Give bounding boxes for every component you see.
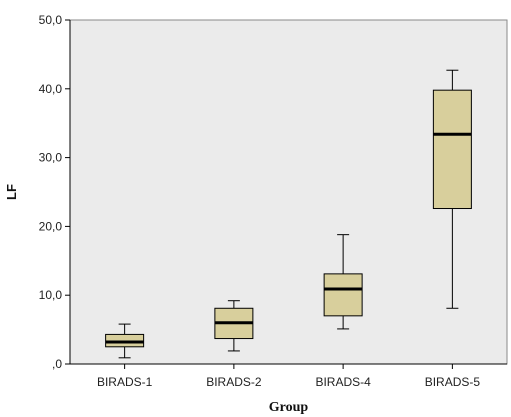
y-tick-label: 10,0	[39, 288, 63, 302]
box-body	[432, 89, 472, 210]
box-birads-5	[432, 69, 472, 309]
y-axis: ,0 10,0 20,0 30,0 40,0 50,0	[39, 13, 71, 371]
x-tick-label: BIRADS-4	[315, 375, 371, 389]
x-tick-label: BIRADS-2	[206, 375, 262, 389]
y-tick-label: 20,0	[39, 219, 63, 233]
box-birads-4	[323, 234, 363, 330]
x-axis-label: Group	[269, 400, 309, 415]
box-body	[323, 273, 363, 317]
y-tick-label: 40,0	[39, 82, 63, 96]
x-axis: BIRADS-1 BIRADS-2 BIRADS-4 BIRADS-5	[70, 363, 507, 389]
boxes-group	[105, 69, 472, 359]
y-axis-label: LF	[4, 184, 19, 200]
y-tick-label: 30,0	[39, 151, 63, 165]
box-birads-2	[214, 300, 254, 352]
box-birads-1	[105, 323, 145, 359]
y-tick-label: 50,0	[39, 13, 63, 27]
x-tick-label: BIRADS-1	[97, 375, 153, 389]
x-tick-label: BIRADS-5	[425, 375, 481, 389]
y-tick-label: ,0	[52, 357, 62, 371]
